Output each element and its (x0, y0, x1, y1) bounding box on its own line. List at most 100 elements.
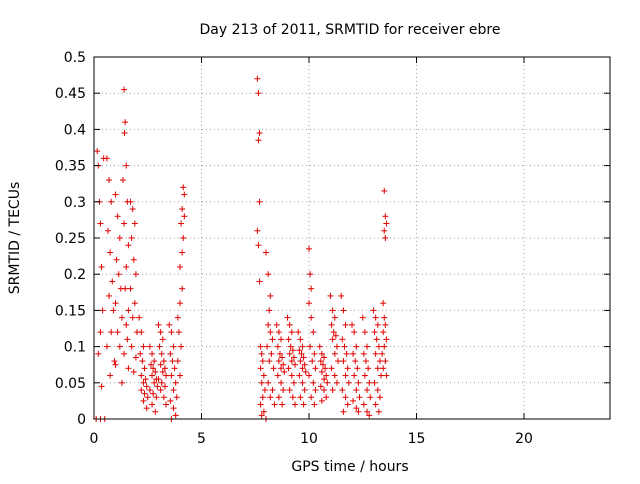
data-point (256, 278, 263, 285)
data-point (138, 372, 145, 379)
data-point (161, 383, 168, 390)
data-point (120, 177, 127, 184)
data-point (123, 162, 130, 169)
data-point (284, 314, 291, 321)
data-point (288, 358, 295, 365)
y-tick-label: 0.35 (55, 159, 86, 175)
data-point (298, 350, 305, 357)
data-point (140, 379, 147, 386)
data-point (322, 365, 329, 372)
data-point (121, 130, 128, 137)
data-point (379, 350, 386, 357)
data-point (296, 347, 303, 354)
data-point (299, 365, 306, 372)
data-point (258, 412, 265, 419)
data-point (180, 235, 187, 241)
data-point (159, 336, 166, 343)
data-point (157, 329, 164, 336)
data-point (343, 350, 350, 357)
data-point (103, 343, 110, 350)
data-point (157, 361, 164, 368)
data-point (382, 358, 389, 365)
data-point (128, 343, 135, 350)
data-point (360, 350, 367, 357)
data-point (121, 220, 128, 227)
data-point (104, 227, 111, 234)
data-point (163, 372, 170, 379)
data-point (317, 358, 324, 365)
data-point (163, 401, 170, 408)
data-point (125, 307, 132, 314)
data-point (329, 387, 336, 394)
data-point (274, 343, 281, 350)
data-point (267, 292, 274, 299)
data-point (266, 358, 273, 365)
data-point (288, 372, 295, 379)
data-point (328, 321, 335, 328)
y-tick-label: 0.45 (55, 86, 86, 102)
data-point (370, 307, 377, 314)
data-point (286, 350, 293, 357)
data-point (350, 350, 357, 357)
data-point (308, 394, 315, 401)
data-point (310, 329, 317, 336)
data-point (107, 372, 114, 379)
data-point (155, 321, 162, 328)
x-tick-label: 10 (300, 431, 318, 447)
data-point (366, 412, 373, 419)
data-point (266, 307, 273, 314)
data-point (179, 249, 186, 256)
data-point (355, 379, 362, 386)
x-axis-label: GPS time / hours (291, 459, 408, 475)
data-point (99, 307, 106, 314)
data-point (158, 379, 165, 386)
data-point (366, 379, 373, 386)
data-point (339, 387, 346, 394)
data-point (98, 263, 105, 270)
y-tick-label: 0.5 (64, 50, 86, 66)
data-point (268, 350, 275, 357)
data-point (361, 372, 368, 379)
data-point (354, 365, 361, 372)
data-point (181, 191, 188, 198)
data-point (269, 336, 276, 343)
data-point (356, 394, 363, 401)
data-point (255, 137, 262, 144)
data-point (131, 300, 138, 307)
data-point (118, 379, 125, 386)
data-point (181, 213, 188, 220)
data-point (285, 336, 292, 343)
data-point (321, 354, 328, 361)
data-point (124, 336, 131, 343)
data-point (160, 394, 167, 401)
data-point (254, 227, 261, 234)
data-point (381, 187, 388, 194)
data-point (112, 300, 119, 307)
data-point (257, 401, 264, 408)
data-point (127, 285, 134, 292)
data-point (290, 354, 297, 361)
data-point (259, 394, 266, 401)
data-point (327, 292, 334, 299)
data-point (353, 343, 360, 350)
data-point (168, 372, 175, 379)
data-point (275, 394, 282, 401)
data-point (257, 343, 264, 350)
data-point (340, 307, 347, 314)
grid-layer (94, 57, 610, 419)
data-point (177, 300, 183, 307)
data-point (114, 329, 121, 336)
data-point (307, 271, 314, 278)
data-point (177, 263, 183, 270)
data-point (258, 350, 265, 357)
data-point (265, 321, 272, 328)
data-point (371, 329, 378, 336)
data-point (173, 394, 180, 401)
data-point (112, 361, 119, 368)
data-point (153, 394, 160, 401)
data-point (309, 358, 316, 365)
data-point (110, 307, 117, 314)
data-point (166, 321, 173, 328)
data-point (382, 213, 389, 220)
